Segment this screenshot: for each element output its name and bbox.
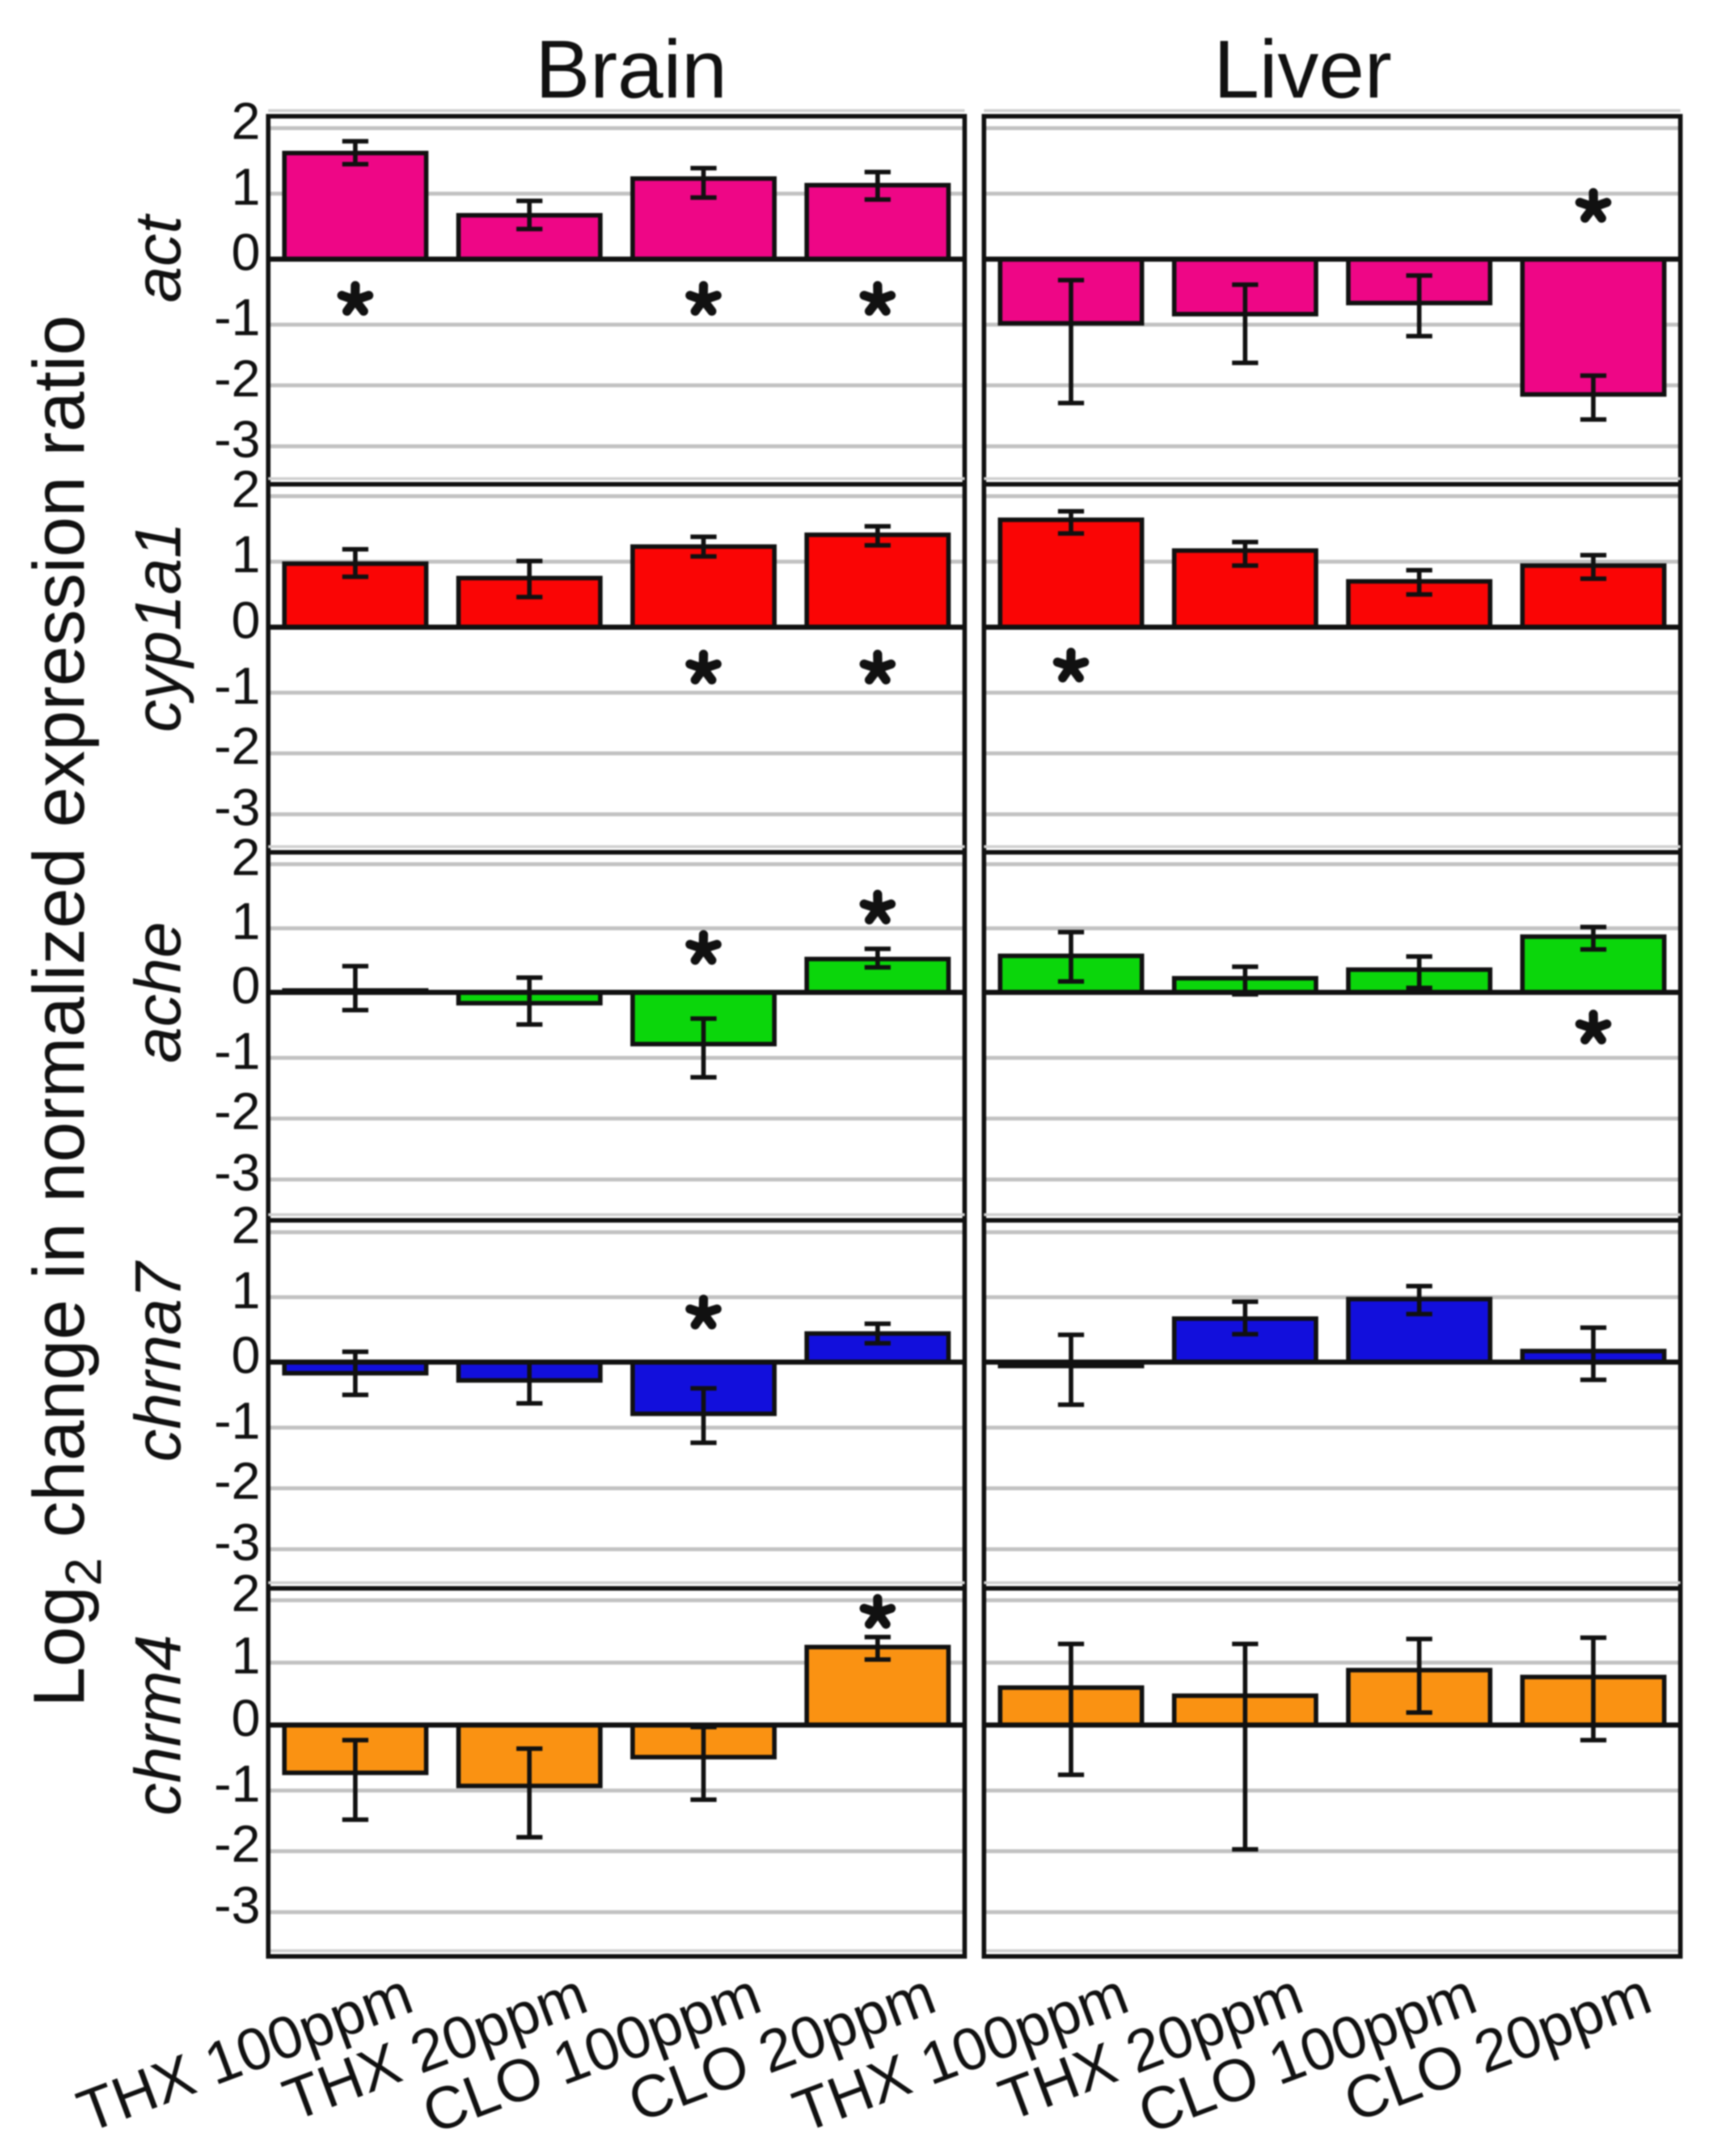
- svg-text:-3: -3: [214, 779, 260, 836]
- svg-text:2: 2: [231, 460, 260, 518]
- svg-text:-1: -1: [214, 657, 260, 715]
- svg-text:0: 0: [231, 957, 260, 1014]
- svg-text:2: 2: [231, 1197, 260, 1254]
- svg-text:-2: -2: [214, 350, 260, 408]
- svg-text:chrm4: chrm4: [122, 1634, 195, 1816]
- svg-text:-3: -3: [214, 1514, 260, 1571]
- svg-text:Log2 change in normalized expr: Log2 change in normalized expression rat…: [19, 315, 112, 1707]
- svg-text:-1: -1: [214, 1392, 260, 1450]
- svg-text:-1: -1: [214, 1022, 260, 1080]
- svg-text:-1: -1: [214, 289, 260, 346]
- svg-text:0: 0: [231, 1326, 260, 1384]
- svg-text:ache: ache: [122, 921, 195, 1063]
- svg-text:2: 2: [231, 1565, 260, 1622]
- svg-text:0: 0: [231, 591, 260, 649]
- svg-text:-3: -3: [214, 1876, 260, 1934]
- svg-text:Brain: Brain: [535, 23, 728, 115]
- svg-text:-2: -2: [214, 1815, 260, 1873]
- svg-text:cyp1a1: cyp1a1: [122, 522, 195, 733]
- svg-text:1: 1: [231, 526, 260, 584]
- svg-text:Liver: Liver: [1214, 23, 1392, 115]
- svg-text:chrna7: chrna7: [122, 1260, 195, 1462]
- svg-text:1: 1: [231, 158, 260, 216]
- svg-text:1: 1: [231, 1262, 260, 1320]
- svg-text:act: act: [122, 213, 195, 302]
- svg-text:-2: -2: [214, 1083, 260, 1140]
- svg-text:1: 1: [231, 1627, 260, 1685]
- svg-text:-2: -2: [214, 717, 260, 775]
- svg-text:-1: -1: [214, 1755, 260, 1813]
- svg-text:1: 1: [231, 893, 260, 950]
- svg-text:0: 0: [231, 1689, 260, 1747]
- svg-text:2: 2: [231, 92, 260, 150]
- svg-text:0: 0: [231, 223, 260, 281]
- svg-text:-3: -3: [214, 411, 260, 468]
- svg-text:2: 2: [231, 828, 260, 886]
- svg-text:-2: -2: [214, 1452, 260, 1510]
- svg-text:-3: -3: [214, 1144, 260, 1202]
